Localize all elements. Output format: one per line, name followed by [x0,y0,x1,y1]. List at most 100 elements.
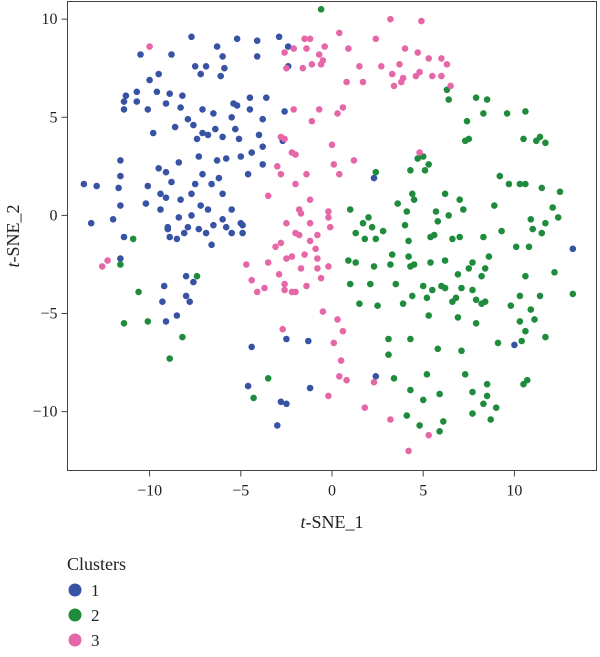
data-point-cluster-1 [133,88,141,96]
data-point-cluster-2 [458,284,465,292]
data-point-cluster-2 [429,286,436,294]
data-point-cluster-2 [505,180,513,188]
data-point-cluster-1 [210,110,217,117]
data-point-cluster-2 [379,227,387,235]
data-point-cluster-1 [259,115,267,123]
data-point-cluster-1 [160,282,168,290]
data-point-cluster-2 [410,196,418,203]
data-point-cluster-3 [315,51,323,58]
data-point-cluster-2 [403,208,411,215]
data-point-cluster-2 [407,335,414,343]
data-point-cluster-1 [511,341,518,349]
data-point-cluster-3 [292,151,299,158]
data-point-cluster-1 [246,106,254,113]
data-point-cluster-2 [456,196,464,203]
data-point-cluster-2 [458,347,465,355]
data-point-cluster-3 [398,78,405,86]
data-point-cluster-2 [370,263,378,270]
data-point-cluster-3 [336,170,343,178]
data-point-cluster-2 [445,212,453,219]
data-point-cluster-2 [401,221,409,229]
data-point-cluster-3 [315,106,323,113]
data-point-cluster-1 [208,180,215,188]
data-point-cluster-3 [308,117,316,125]
data-point-cluster-1 [120,98,128,105]
data-point-cluster-3 [325,263,332,270]
data-point-cluster-1 [228,206,235,213]
data-point-cluster-1 [215,174,223,182]
data-point-cluster-1 [219,133,226,141]
data-point-cluster-2 [394,200,402,207]
legend-label-3: 3 [91,631,100,650]
data-point-cluster-1 [142,200,150,207]
legend-label-1: 1 [91,581,100,600]
data-point-cluster-2 [405,253,412,260]
data-point-cluster-1 [195,225,203,233]
y-axis-label-rest: -SNE_2 [3,204,23,262]
data-point-cluster-2 [456,233,464,241]
data-point-cluster-3 [356,63,363,70]
data-point-cluster-2 [423,371,431,378]
data-point-cluster-2 [449,235,456,243]
data-point-cluster-3 [418,17,425,25]
data-point-cluster-1 [263,94,270,101]
data-point-cluster-1 [283,400,290,408]
data-point-cluster-2 [527,306,535,313]
data-point-cluster-3 [438,55,445,62]
data-point-cluster-1 [246,94,254,101]
data-point-cluster-1 [159,298,166,306]
data-point-cluster-2 [492,404,500,412]
data-point-cluster-1 [372,373,380,380]
data-point-cluster-1 [117,255,124,262]
data-point-cluster-1 [117,172,124,180]
data-point-cluster-1 [184,115,192,123]
data-point-cluster-2 [529,225,536,233]
data-point-cluster-2 [472,94,480,101]
data-point-cluster-3 [314,231,321,239]
data-point-cluster-2 [533,137,540,145]
data-point-cluster-2 [549,204,556,211]
x-tick-label: −5 [232,483,249,500]
data-point-cluster-2 [345,257,352,264]
data-point-cluster-3 [279,325,287,333]
data-point-cluster-3 [319,308,327,315]
data-point-cluster-2 [441,190,449,198]
data-point-cluster-3 [98,263,106,270]
data-point-cluster-1 [283,335,290,343]
data-point-cluster-2 [129,235,137,243]
data-point-cluster-3 [337,357,345,364]
data-point-cluster-2 [166,355,173,362]
data-point-cluster-2 [491,202,498,209]
data-point-cluster-1 [248,343,255,351]
data-point-cluster-1 [80,180,88,188]
legend-label-2: 2 [91,606,100,625]
x-tick-label: 0 [328,483,336,500]
data-point-cluster-2 [522,180,529,188]
data-point-cluster-1 [275,33,283,41]
legend-entries: 1 2 3 [68,581,100,650]
data-point-cluster-2 [385,335,392,343]
data-point-cluster-3 [301,35,308,43]
data-point-cluster-3 [243,261,250,268]
data-point-cluster-3 [283,64,290,72]
data-point-cluster-1 [199,106,206,113]
data-point-cluster-2 [503,110,511,117]
data-point-cluster-1 [146,76,153,84]
data-point-cluster-2 [485,253,493,260]
data-point-cluster-2 [507,302,515,310]
data-point-cluster-1 [305,337,312,345]
y-axis-ticks: −10 −5 0 5 10 [32,11,68,421]
data-point-cluster-3 [290,106,298,113]
data-point-cluster-3 [303,170,310,178]
data-point-cluster-3 [306,35,314,43]
data-point-cluster-2 [542,219,549,227]
data-point-cluster-3 [264,192,272,200]
data-point-cluster-1 [190,278,197,286]
data-point-cluster-3 [297,210,305,217]
data-point-cluster-3 [350,157,358,164]
data-point-cluster-2 [427,233,434,241]
data-point-cluster-1 [306,384,314,392]
data-point-cluster-1 [175,214,183,221]
data-point-cluster-2 [193,272,201,280]
data-point-cluster-3 [372,35,380,43]
